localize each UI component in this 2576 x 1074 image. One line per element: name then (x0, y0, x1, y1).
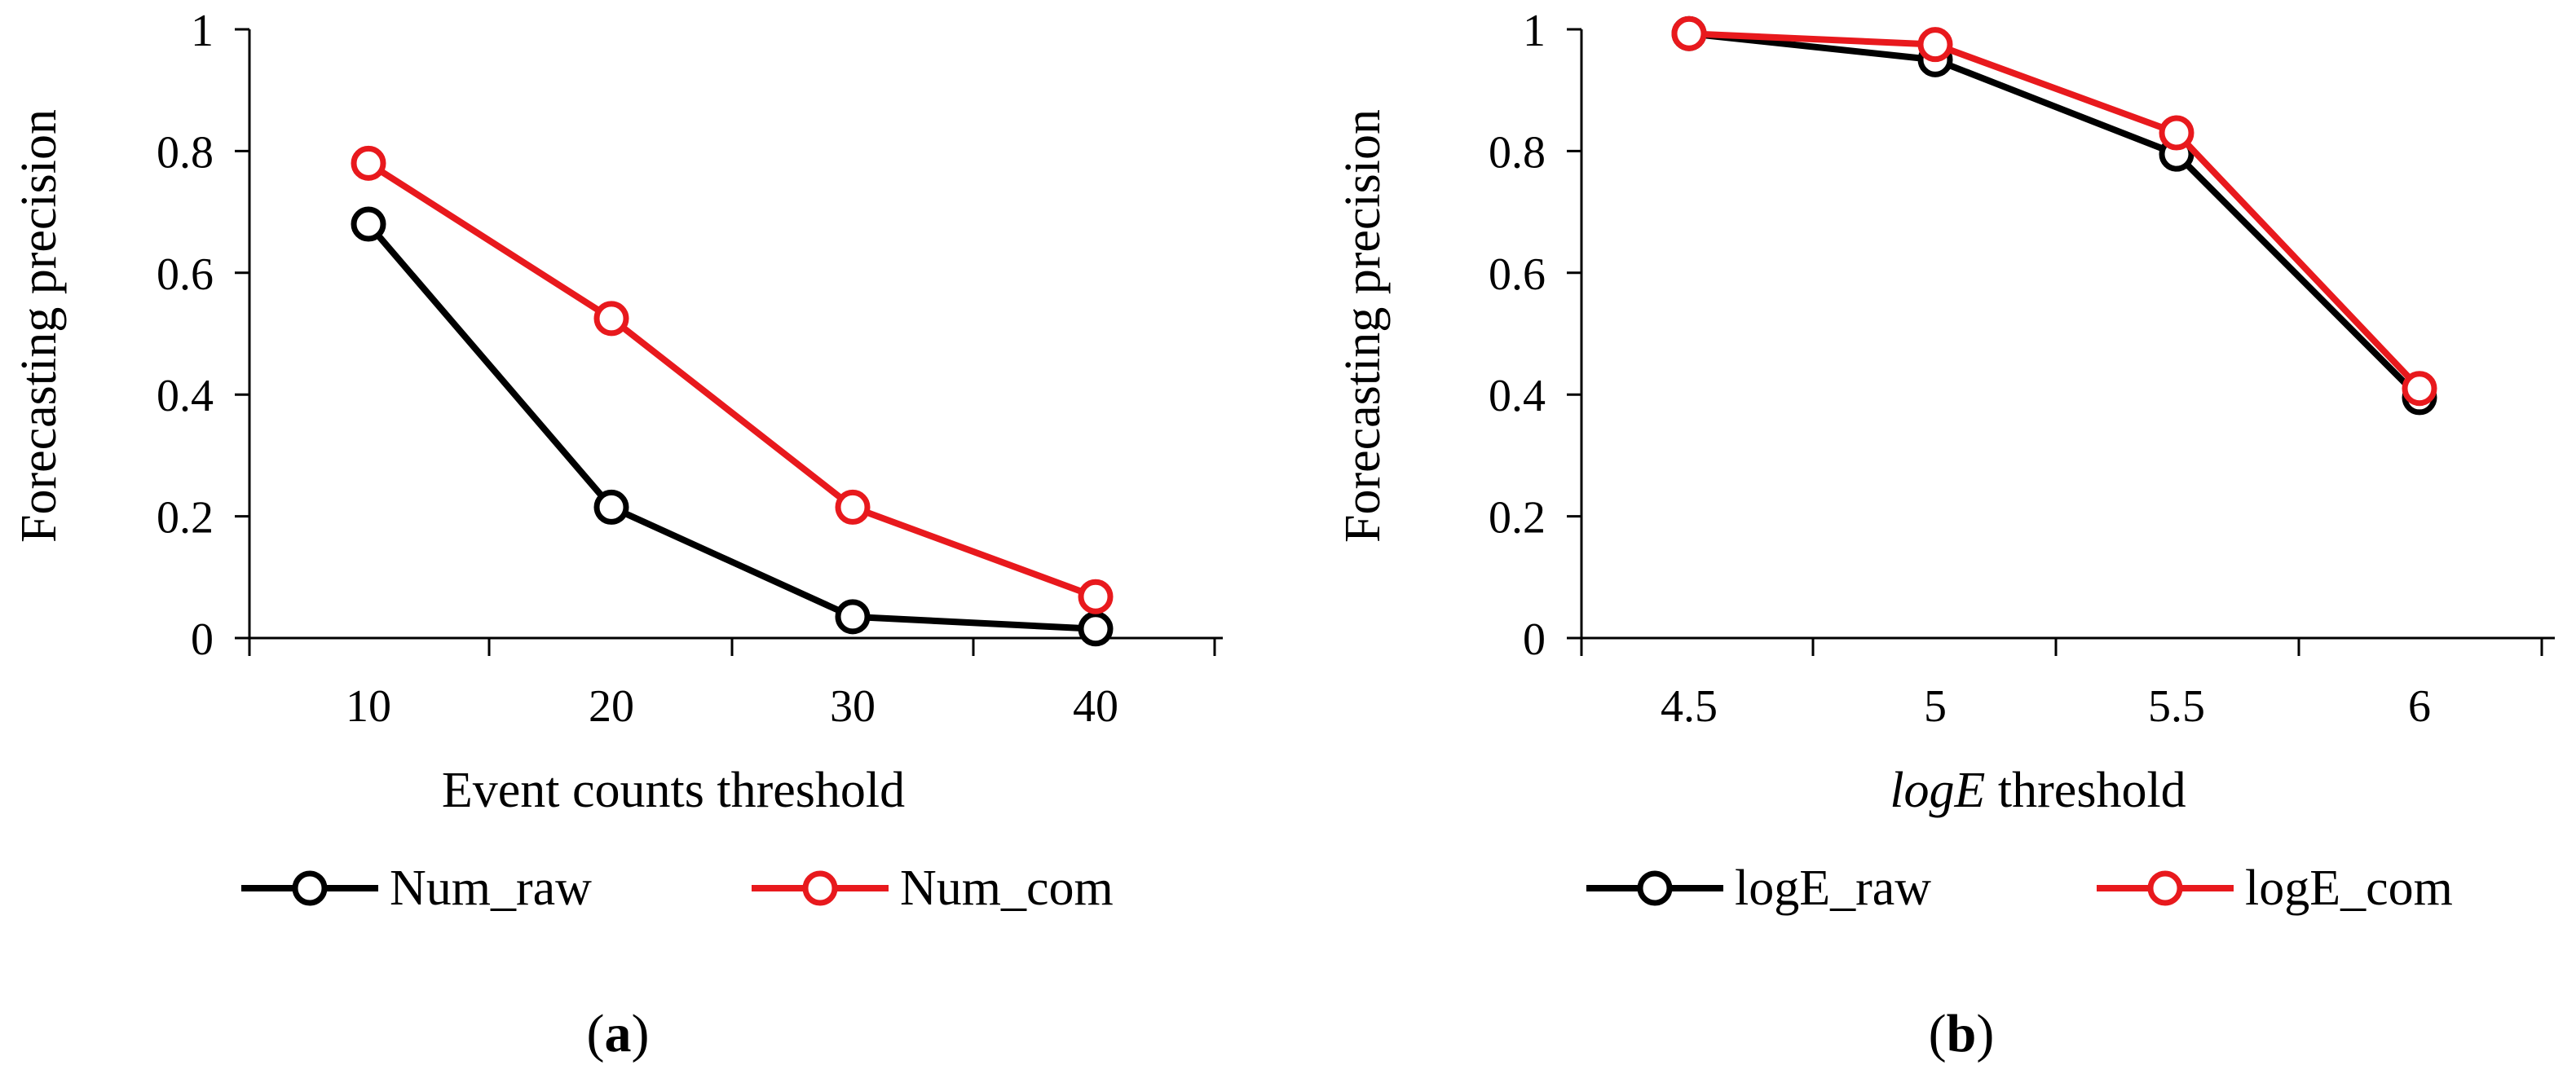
y-tick-label: 0 (1523, 614, 1546, 665)
data-point-loge-com (2159, 115, 2194, 151)
legend-label-loge-com: logE_com (2245, 861, 2453, 916)
panel-a-series (351, 145, 1114, 647)
panel-b-series (1671, 15, 2437, 416)
panel-b-label: (b) (1929, 1004, 1995, 1063)
y-tick-label: 1 (191, 6, 214, 56)
x-tick-label: 40 (1073, 681, 1118, 732)
legend-item-num-raw: Num_raw (241, 861, 592, 916)
y-tick-label: 0.4 (1489, 371, 1546, 421)
y-tick-label: 0.4 (157, 371, 214, 421)
panel-a-y-axis-title: Forecasting precision (11, 109, 67, 543)
x-tick-label: 5 (1924, 681, 1947, 732)
data-point-num-com (835, 489, 871, 525)
y-tick-label: 1 (1523, 6, 1546, 56)
x-tick-label: 5.5 (2148, 681, 2205, 732)
legend-marker-loge-com (2147, 870, 2183, 906)
legend-label-loge-raw: logE_raw (1735, 861, 1931, 916)
panel-a-x-ticks: 10 20 30 40 (248, 638, 1216, 732)
data-point-num-raw (351, 206, 386, 242)
y-tick-label: 0.2 (157, 493, 214, 544)
panel-a-label: (a) (587, 1004, 650, 1063)
x-tick-label: 10 (346, 681, 391, 732)
data-point-num-com (593, 301, 629, 337)
data-point-loge-com (1671, 15, 1707, 51)
series-line-num-com (366, 160, 1097, 600)
data-point-loge-com (2402, 371, 2437, 407)
legend-marker-num-raw (292, 870, 328, 906)
data-point-num-raw (835, 599, 871, 635)
y-tick-label: 0 (191, 614, 214, 665)
data-point-num-raw (593, 489, 629, 525)
panel-a-y-ticks: 0 0.2 0.4 0.6 0.8 1 (157, 6, 249, 665)
panel-b-x-ticks: 4.5 5 5.5 6 (1580, 638, 2543, 732)
y-tick-label: 0.6 (157, 249, 214, 300)
x-tick-label: 30 (830, 681, 876, 732)
x-tick-label: 6 (2408, 681, 2431, 732)
y-tick-label: 0.8 (1489, 127, 1546, 178)
x-tick-label: 20 (589, 681, 634, 732)
panel-a-legend: Num_raw Num_com (241, 861, 1114, 916)
x-tick-label: 4.5 (1661, 681, 1718, 732)
series-line-loge-com (1688, 30, 2422, 391)
legend-item-num-com: Num_com (752, 861, 1114, 916)
panel-a: Forecasting precision 0 0.2 0.4 0.6 0.8 1 10 2… (11, 6, 1223, 1063)
legend-marker-num-com (802, 870, 838, 906)
legend-label-num-raw: Num_raw (390, 861, 592, 916)
data-point-num-raw (1078, 611, 1114, 647)
panel-b-y-axis-title: Forecasting precision (1335, 109, 1391, 543)
panel-a-x-axis-title: Event counts threshold (442, 763, 905, 818)
panel-b-y-ticks: 0 0.2 0.4 0.6 0.8 1 (1489, 6, 1581, 665)
panel-b-x-axis-title: logE threshold (1890, 763, 2186, 818)
legend-item-loge-com: logE_com (2097, 861, 2453, 916)
data-point-num-com (351, 145, 386, 181)
panel-b: Forecasting precision 0 0.2 0.4 0.6 0.8 1 4.5… (1335, 6, 2555, 1063)
series-line-num-raw (365, 222, 1096, 632)
legend-label-num-com: Num_com (900, 861, 1114, 916)
y-tick-label: 0.6 (1489, 249, 1546, 300)
y-tick-label: 0.2 (1489, 493, 1546, 544)
legend-marker-loge-raw (1637, 870, 1673, 906)
series-line-loge-raw (1688, 30, 2422, 400)
legend-item-loge-raw: logE_raw (1586, 861, 1931, 916)
panel-b-legend: logE_raw logE_com (1586, 861, 2453, 916)
y-tick-label: 0.8 (157, 127, 214, 178)
data-point-loge-com (1917, 27, 1953, 63)
data-point-num-com (1078, 579, 1114, 614)
